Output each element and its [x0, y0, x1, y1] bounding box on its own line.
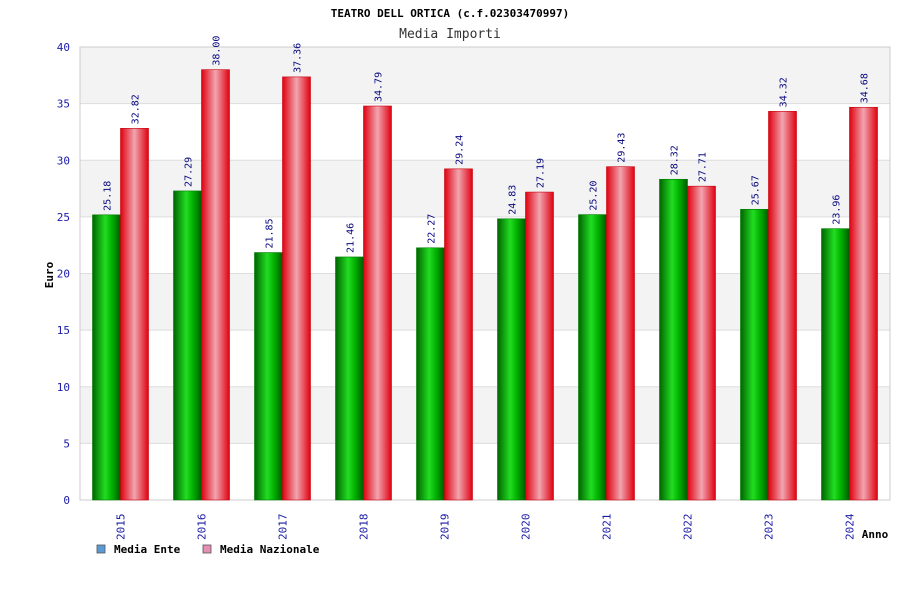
bar-media-nazionale	[525, 191, 554, 501]
x-tick-label: 2023	[763, 514, 776, 541]
bar-media-ente	[173, 190, 202, 501]
legend-label: Media Nazionale	[220, 543, 320, 556]
bar-media-ente	[335, 256, 364, 501]
bar-media-nazionale	[687, 185, 716, 501]
data-label-media-ente: 24.83	[508, 185, 519, 215]
bar-media-nazionale	[606, 166, 635, 501]
chart-subtitle: Media Importi	[399, 27, 501, 42]
bar-media-ente	[821, 228, 850, 501]
y-tick-label: 20	[57, 268, 70, 281]
data-label-media-ente: 21.46	[346, 223, 357, 253]
legend-item: Media Nazionale	[202, 543, 320, 556]
data-label-media-nazionale: 34.32	[779, 77, 790, 107]
bar-media-nazionale	[849, 106, 878, 501]
data-label-media-ente: 25.67	[751, 175, 762, 205]
bar-media-nazionale	[444, 168, 473, 501]
y-tick-label: 15	[57, 324, 70, 337]
x-tick-label: 2024	[844, 513, 857, 540]
x-tick-label: 2016	[196, 514, 209, 541]
data-label-media-ente: 25.18	[103, 181, 114, 211]
x-tick-label: 2020	[520, 514, 533, 541]
y-tick-label: 0	[63, 494, 70, 507]
plot-border	[79, 46, 891, 501]
x-tick-label: 2019	[439, 514, 452, 541]
data-label-media-nazionale: 27.71	[698, 152, 709, 182]
y-axis: 0 5 10 15 20 25 30 35 40	[57, 41, 70, 507]
legend-swatch	[96, 544, 106, 554]
x-axis-label: Anno	[862, 528, 889, 541]
data-label-media-ente: 25.20	[589, 181, 600, 211]
x-tick-label: 2015	[115, 514, 128, 541]
x-tick-label: 2021	[601, 514, 614, 541]
bar-media-nazionale	[201, 69, 230, 501]
bar-media-ente	[416, 247, 445, 501]
data-label-media-nazionale: 37.36	[293, 43, 304, 73]
bar-media-nazionale	[768, 111, 797, 501]
data-label-media-nazionale: 29.24	[455, 135, 466, 165]
y-tick-label: 30	[57, 154, 70, 167]
data-label-media-nazionale: 27.19	[536, 158, 547, 188]
data-label-media-nazionale: 32.82	[131, 94, 142, 124]
y-axis-label: Euro	[43, 261, 56, 288]
bar-media-ente	[578, 214, 607, 501]
x-tick-label: 2022	[682, 514, 695, 541]
data-label-media-nazionale: 29.43	[617, 133, 628, 163]
x-tick-label: 2017	[277, 514, 290, 541]
bar-media-ente	[740, 208, 769, 501]
legend: Media Ente Media Nazionale	[96, 543, 320, 556]
bar-media-nazionale	[120, 128, 149, 501]
y-tick-label: 5	[63, 437, 70, 450]
data-label-media-nazionale: 34.79	[374, 72, 385, 102]
chart-title: TEATRO DELL ORTICA (c.f.02303470997)	[331, 7, 569, 20]
y-tick-label: 35	[57, 98, 70, 111]
bar-media-ente	[92, 214, 121, 501]
bar-media-nazionale	[363, 105, 392, 501]
y-tick-label: 25	[57, 211, 70, 224]
y-tick-label: 10	[57, 381, 70, 394]
data-label-media-ente: 23.96	[832, 195, 843, 225]
y-tick-label: 40	[57, 41, 70, 54]
data-label-media-ente: 27.29	[184, 157, 195, 187]
legend-item: Media Ente	[96, 543, 181, 556]
data-label-media-ente: 21.85	[265, 218, 276, 248]
bar-media-ente	[659, 178, 688, 501]
legend-swatch	[202, 544, 212, 554]
bars: 25.18 32.82 27.29 38.00 21.85 37.36 21.46 34.79…	[92, 36, 878, 501]
bar-media-nazionale	[282, 76, 311, 501]
legend-label: Media Ente	[114, 543, 181, 556]
data-label-media-nazionale: 34.68	[860, 73, 871, 103]
data-label-media-nazionale: 38.00	[212, 36, 223, 66]
bar-media-ente	[254, 252, 283, 501]
data-label-media-ente: 28.32	[670, 145, 681, 175]
x-axis: 2015 2016 2017 2018 2019 2020 2021 2022 2023 2024	[115, 513, 857, 540]
bar-media-ente	[497, 218, 526, 501]
data-label-media-ente: 22.27	[427, 214, 438, 244]
x-tick-label: 2018	[358, 514, 371, 541]
